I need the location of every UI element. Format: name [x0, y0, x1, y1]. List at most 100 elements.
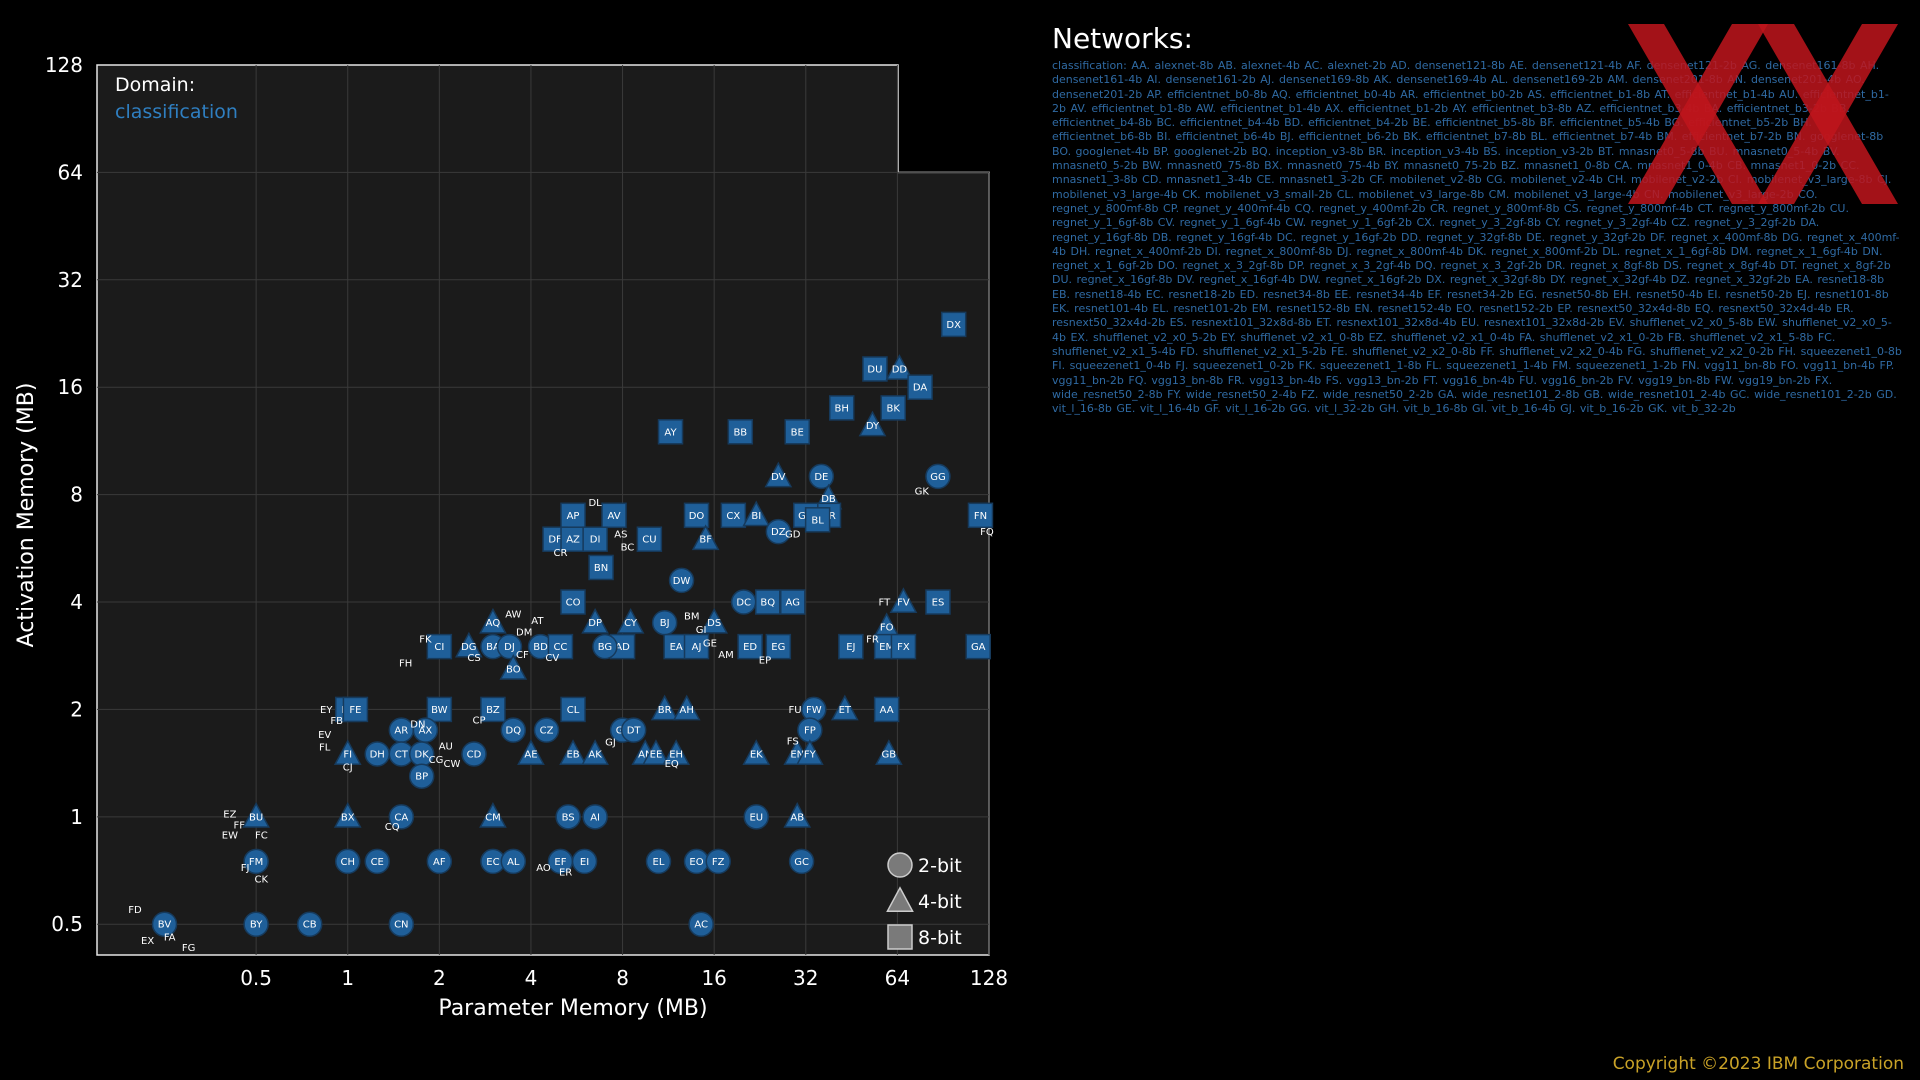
point-id-label: AF: [433, 857, 446, 868]
point-annotation: FU: [788, 705, 801, 716]
data-point-BO: BO: [499, 654, 528, 680]
data-point-BS: BS: [555, 804, 581, 830]
point-annotation: FA: [164, 933, 176, 944]
data-point-AJ: AJ: [683, 633, 710, 660]
y-tick-label: 2: [70, 697, 83, 721]
data-point-ES: ES: [925, 589, 951, 615]
point-marker: [560, 696, 586, 723]
data-point-CL: CL: [560, 696, 586, 723]
point-id-label: DZ: [771, 527, 786, 538]
point-annotation: CW: [444, 759, 461, 770]
data-point-EK: EK: [742, 739, 771, 765]
point-marker: [808, 463, 835, 490]
y-tick-label: 16: [58, 375, 83, 399]
point-annotation: CP: [472, 715, 485, 726]
point-marker: [242, 802, 270, 828]
point-marker: [500, 848, 527, 875]
data-point-DX: DX: [940, 311, 967, 338]
y-tick-label: 1: [70, 805, 83, 829]
point-marker: [907, 374, 933, 400]
data-point-AI: AI: [582, 804, 608, 830]
point-marker: [571, 848, 598, 875]
point-id-label: CN: [394, 920, 408, 931]
data-point-CD: CD: [461, 741, 487, 767]
point-annotation: CQ: [385, 822, 400, 833]
data-point-DA: DA: [907, 374, 933, 400]
point-id-label: EF: [554, 857, 566, 868]
x-tick-label: 8: [616, 966, 629, 990]
data-point-CE: CE: [364, 848, 390, 875]
point-annotation: CS: [467, 653, 480, 664]
point-id-label: DV: [771, 472, 786, 483]
point-marker: [342, 696, 369, 723]
point-id-label: CB: [303, 920, 317, 931]
point-marker: [880, 395, 906, 421]
point-annotation: GJ: [605, 738, 616, 749]
point-marker: [862, 356, 888, 382]
point-annotation: GE: [703, 639, 717, 650]
point-annotation: FD: [128, 905, 142, 916]
point-annotation: EV: [318, 730, 331, 741]
point-marker: [765, 633, 792, 660]
point-id-label: BE: [791, 427, 804, 438]
point-id-label: BI: [751, 511, 761, 522]
point-id-label: EE: [650, 750, 663, 761]
point-id-label: DI: [590, 535, 601, 546]
point-id-label: BO: [506, 664, 521, 675]
point-marker: [645, 848, 672, 875]
point-id-label: BR: [658, 705, 672, 716]
point-id-label: BB: [733, 427, 747, 438]
x-axis-ticks: 0.5 1 2 4 8 16 32 64 128: [240, 966, 1008, 990]
point-id-label: DX: [946, 320, 961, 331]
point-id-label: DH: [370, 750, 385, 761]
point-id-label: DA: [913, 383, 928, 394]
point-marker: [727, 419, 754, 445]
point-id-label: BX: [341, 812, 355, 823]
point-annotation: FS: [787, 737, 799, 748]
point-annotation: GD: [785, 530, 801, 541]
point-id-label: DO: [689, 511, 705, 522]
point-id-label: AV: [608, 511, 621, 522]
point-id-label: FN: [974, 511, 987, 522]
point-marker: [601, 502, 627, 529]
point-id-label: EC: [486, 857, 499, 868]
data-point-CN: CN: [388, 911, 415, 937]
legend-marker: [887, 852, 913, 878]
point-id-label: CU: [642, 535, 656, 546]
point-id-label: FM: [249, 857, 263, 868]
point-marker: [873, 696, 900, 723]
point-id-label: FX: [897, 642, 910, 653]
legend-label: 8-bit: [918, 927, 962, 949]
data-point-FX: FX: [890, 633, 917, 660]
point-id-label: EI: [580, 857, 589, 868]
point-id-label: AB: [790, 812, 804, 823]
point-marker: [500, 717, 527, 743]
data-point-DO: DO: [683, 502, 710, 529]
data-point-DU: DU: [862, 356, 888, 382]
point-id-label: AD: [615, 642, 630, 653]
point-id-label: DE: [814, 472, 828, 483]
point-id-label: CY: [624, 618, 638, 629]
point-annotation: GK: [915, 486, 930, 497]
point-annotation: FB: [330, 716, 343, 727]
point-id-label: ED: [743, 642, 757, 653]
data-point-GC: GC: [788, 848, 815, 875]
point-annotation: AU: [439, 741, 453, 752]
point-id-label: BL: [811, 515, 824, 526]
point-id-label: DG: [461, 642, 476, 653]
point-id-label: FV: [897, 598, 910, 609]
point-marker: [426, 696, 453, 723]
point-annotation: FQ: [980, 527, 994, 538]
point-id-label: FW: [806, 705, 822, 716]
point-marker: [151, 911, 178, 937]
legend-marker: [887, 924, 913, 950]
point-marker: [333, 739, 362, 765]
point-id-label: AJ: [692, 642, 702, 653]
data-point-FE: FE: [342, 696, 369, 723]
point-id-label: DQ: [506, 726, 522, 737]
legend-marker: [886, 886, 914, 912]
data-point-BV: BV: [151, 911, 178, 937]
point-id-label: CH: [340, 857, 355, 868]
point-marker: [334, 848, 361, 875]
